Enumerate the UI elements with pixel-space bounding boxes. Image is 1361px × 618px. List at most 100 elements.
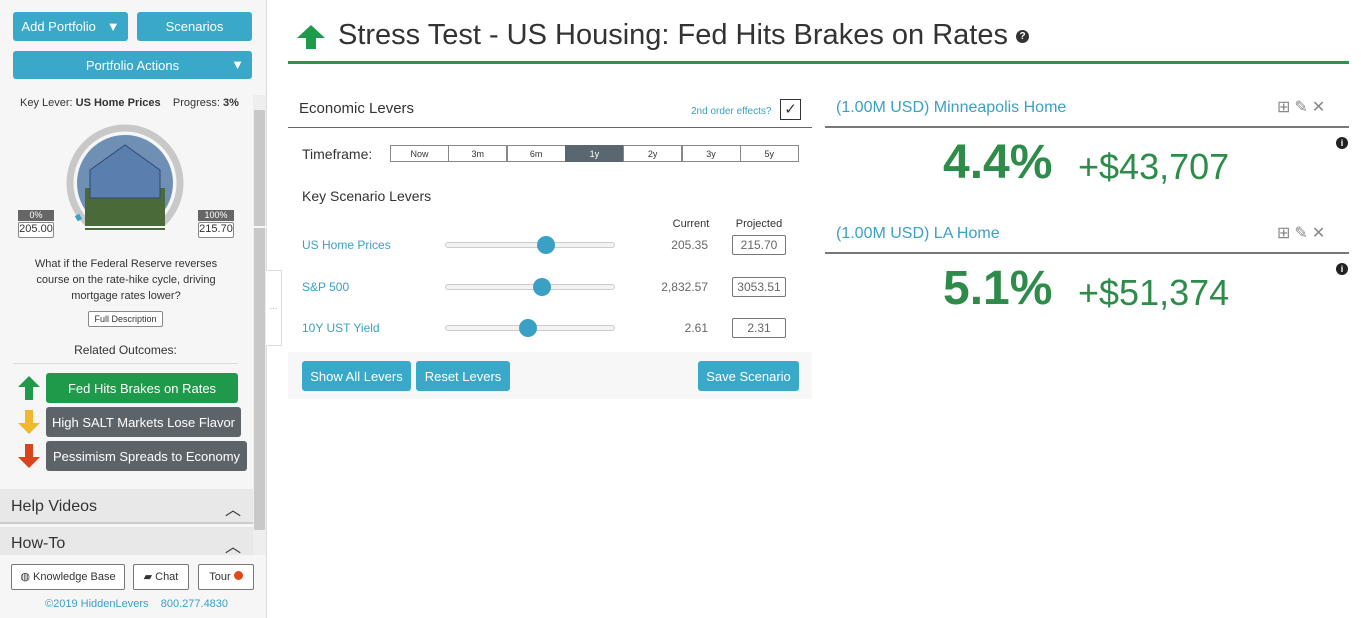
- gauge-progress: [74, 213, 83, 222]
- collapse-tab[interactable]: ⋯: [266, 270, 282, 346]
- lever-projected[interactable]: 2.31: [732, 318, 786, 338]
- title-text: Stress Test - US Housing: Fed Hits Brake…: [338, 19, 1008, 51]
- slider-track[interactable]: [445, 242, 615, 248]
- lever-current: 2.61: [684, 321, 708, 335]
- gauge-min-value: 205.00: [18, 222, 54, 238]
- timeframe-button[interactable]: 6m: [506, 145, 566, 162]
- help-icon[interactable]: ?: [1016, 29, 1030, 43]
- help-videos-section[interactable]: Help Videos ︿: [0, 489, 253, 524]
- label: Tour: [209, 571, 231, 583]
- lever-projected[interactable]: 215.70: [732, 235, 786, 255]
- gauge-ring: [66, 124, 184, 230]
- key-lever-value: US Home Prices: [75, 97, 161, 109]
- timeframe-button[interactable]: 3m: [448, 145, 508, 162]
- tour-dot: [233, 571, 243, 580]
- section-title: How-To: [11, 535, 66, 552]
- label: Knowledge Base: [33, 571, 116, 583]
- gauge-max-value: 215.70: [198, 222, 234, 238]
- chat-button[interactable]: ▰ Chat: [133, 564, 189, 590]
- how-to-section[interactable]: How-To ︿: [0, 527, 253, 555]
- slider-track[interactable]: [445, 284, 615, 290]
- related-outcome[interactable]: Pessimism Spreads to Economy: [46, 441, 247, 471]
- reset-levers-button[interactable]: Reset Levers: [416, 361, 510, 391]
- portfolio-gain: +$43,707: [1078, 146, 1230, 187]
- image-house: [89, 144, 161, 199]
- slider-knob[interactable]: [519, 319, 537, 337]
- label: Portfolio Actions: [85, 57, 180, 73]
- key-lever-label: Key Lever:: [20, 97, 73, 109]
- portfolio-actions-button[interactable]: Portfolio Actions ▼: [13, 51, 252, 79]
- timeframe-button[interactable]: 3y: [681, 145, 741, 162]
- arrow-down: [18, 444, 40, 468]
- save-scenario-button[interactable]: Save Scenario: [698, 361, 799, 391]
- knowledge-base-button[interactable]: ◍ Knowledge Base: [11, 564, 125, 590]
- timeframe-button[interactable]: 1y: [564, 145, 624, 162]
- show-all-levers-button[interactable]: Show All Levers: [302, 361, 411, 391]
- gauge-max-label: 100%: [198, 210, 234, 221]
- scroll-thumb[interactable]: [254, 110, 265, 530]
- portfolio-tools[interactable]: ⊞✎✕: [1277, 99, 1330, 116]
- timeframe-button[interactable]: 2y: [623, 145, 683, 162]
- second-order-label: 2nd order effects?: [691, 106, 772, 117]
- lever-name[interactable]: S&P 500: [302, 280, 350, 294]
- related-outcome[interactable]: Fed Hits Brakes on Rates: [46, 373, 238, 403]
- timeframe-label: Timeframe:: [302, 146, 373, 162]
- gauge: [66, 124, 184, 230]
- chevron: ︿: [224, 502, 241, 519]
- slider-knob[interactable]: [533, 278, 551, 296]
- info-icon[interactable]: i: [1336, 263, 1348, 275]
- copyright: ©2019 HiddenLevers: [45, 598, 149, 610]
- lever-projected[interactable]: 3053.51: [732, 277, 786, 297]
- divider: [13, 363, 238, 364]
- key-levers-title: Key Scenario Levers: [302, 188, 432, 204]
- gauge-min-label: 0%: [18, 210, 54, 221]
- divider: [825, 126, 1349, 128]
- levers-title: Economic Levers: [299, 100, 415, 117]
- dropdown-icon: ▼: [231, 57, 244, 72]
- divider: [825, 252, 1349, 254]
- timeframe-button[interactable]: Now: [390, 145, 449, 162]
- title-arrow: [297, 25, 325, 49]
- portfolio-percent: 4.4%: [943, 136, 1053, 189]
- arrow-up: [18, 376, 40, 400]
- arrow-down: [18, 410, 40, 434]
- portfolio-gain: +$51,374: [1078, 272, 1230, 313]
- chevron: ︿: [224, 539, 241, 555]
- related-arrows: [18, 376, 40, 468]
- slider-knob[interactable]: [537, 236, 555, 254]
- portfolio-percent: 5.1%: [943, 262, 1053, 315]
- info-icon[interactable]: i: [1336, 137, 1348, 149]
- progress-value: 3%: [223, 97, 239, 109]
- related-outcome[interactable]: High SALT Markets Lose Flavor: [46, 407, 241, 437]
- tour-button[interactable]: Tour: [198, 564, 254, 590]
- add-portfolio-button[interactable]: Add Portfolio ▼: [13, 12, 128, 41]
- portfolio-name[interactable]: (1.00M USD) Minneapolis Home: [836, 99, 1067, 116]
- scenario-description: What if the Federal Reserve reverses cou…: [34, 258, 218, 302]
- footer-text: ©2019 HiddenLevers 800.277.4830: [45, 598, 228, 610]
- full-description-button[interactable]: Full Description: [88, 311, 163, 327]
- timeframe-button[interactable]: 5y: [739, 145, 799, 162]
- scenarios-button[interactable]: Scenarios: [137, 12, 252, 41]
- divider: [288, 127, 812, 128]
- column-header: Current: [672, 218, 710, 230]
- progress-label: Progress:: [172, 97, 220, 109]
- portfolio-name[interactable]: (1.00M USD) LA Home: [836, 225, 1000, 242]
- related-title: Related Outcomes:: [74, 343, 177, 357]
- label: Chat: [155, 571, 179, 583]
- lever-current: 2,832.57: [661, 280, 708, 294]
- title-rule: [288, 61, 1349, 64]
- portfolio-tools[interactable]: ⊞✎✕: [1277, 225, 1330, 242]
- lever-name[interactable]: US Home Prices: [302, 238, 391, 252]
- section-title: Help Videos: [11, 498, 97, 515]
- label: Add Portfolio: [21, 19, 96, 34]
- lever-current: 205.35: [671, 238, 708, 252]
- column-header: Projected: [735, 218, 783, 230]
- second-order-checkbox[interactable]: ✓: [780, 99, 801, 120]
- lever-name[interactable]: 10Y UST Yield: [302, 321, 380, 335]
- sidebar: [0, 0, 267, 618]
- phone: 800.277.4830: [160, 598, 229, 610]
- page-title: Stress Test - US Housing: Fed Hits Brake…: [338, 19, 1030, 52]
- gauge-cover: [0, 226, 267, 228]
- key-lever: Key Lever: US Home Prices Progress: 3%: [20, 97, 239, 109]
